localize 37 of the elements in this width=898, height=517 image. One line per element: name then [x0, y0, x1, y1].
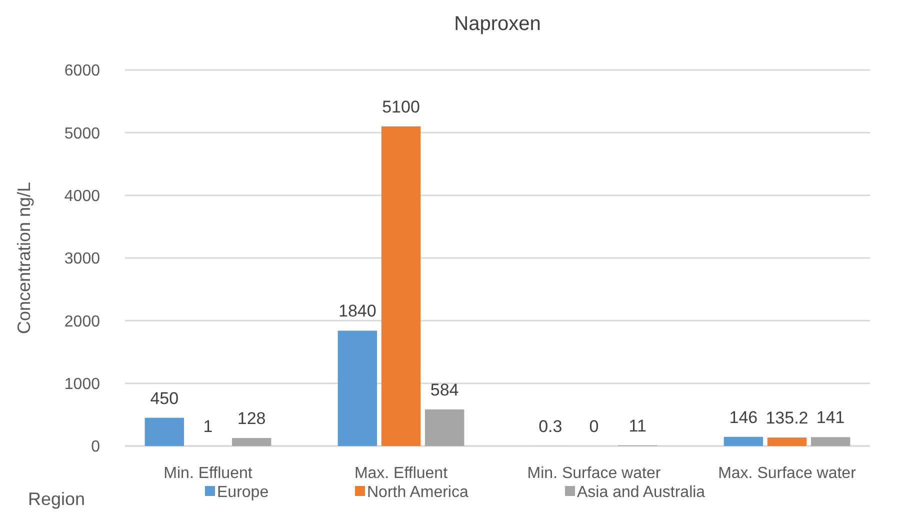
- bar: [767, 438, 807, 446]
- bar: [232, 438, 272, 446]
- legend-label: Europe: [217, 484, 269, 501]
- legend-label: Asia and Australia: [577, 484, 706, 501]
- y-tick-label: 0: [91, 438, 100, 456]
- y-axis-title: Concentration ng/L: [14, 182, 34, 334]
- y-tick-label: 6000: [64, 62, 100, 80]
- data-label: 146: [729, 408, 758, 427]
- x-tick-label: Max. Surface water: [718, 465, 857, 482]
- legend-title: Region: [28, 489, 86, 509]
- y-tick-label: 4000: [64, 188, 100, 205]
- y-tick-label: 3000: [64, 250, 100, 268]
- data-label: 5100: [382, 97, 420, 116]
- data-label: 0: [589, 417, 599, 436]
- data-label: 11: [628, 416, 646, 436]
- y-tick-label: 1000: [64, 376, 100, 393]
- bar: [338, 330, 378, 446]
- x-tick-label: Max. Effluent: [354, 465, 448, 482]
- data-label: 450: [150, 388, 179, 408]
- data-label: 0.3: [538, 416, 562, 436]
- bar: [810, 437, 850, 446]
- chart-title: Naproxen: [454, 13, 541, 35]
- y-tick-label: 5000: [64, 125, 100, 142]
- data-label: 1840: [338, 302, 376, 321]
- data-label: 584: [430, 380, 459, 400]
- data-label: 141: [816, 408, 845, 428]
- data-label: 128: [237, 408, 266, 428]
- y-tick-label: 2000: [64, 313, 100, 330]
- x-tick-label: Min. Effluent: [164, 465, 253, 482]
- x-tick-label: Min. Surface water: [527, 465, 662, 482]
- data-label: 135.2: [766, 408, 808, 428]
- bar: [724, 436, 764, 446]
- bar: [424, 409, 464, 446]
- bar: [381, 126, 421, 446]
- legend-label: North America: [367, 484, 468, 501]
- bar: [144, 418, 184, 446]
- data-label: 1: [203, 416, 213, 436]
